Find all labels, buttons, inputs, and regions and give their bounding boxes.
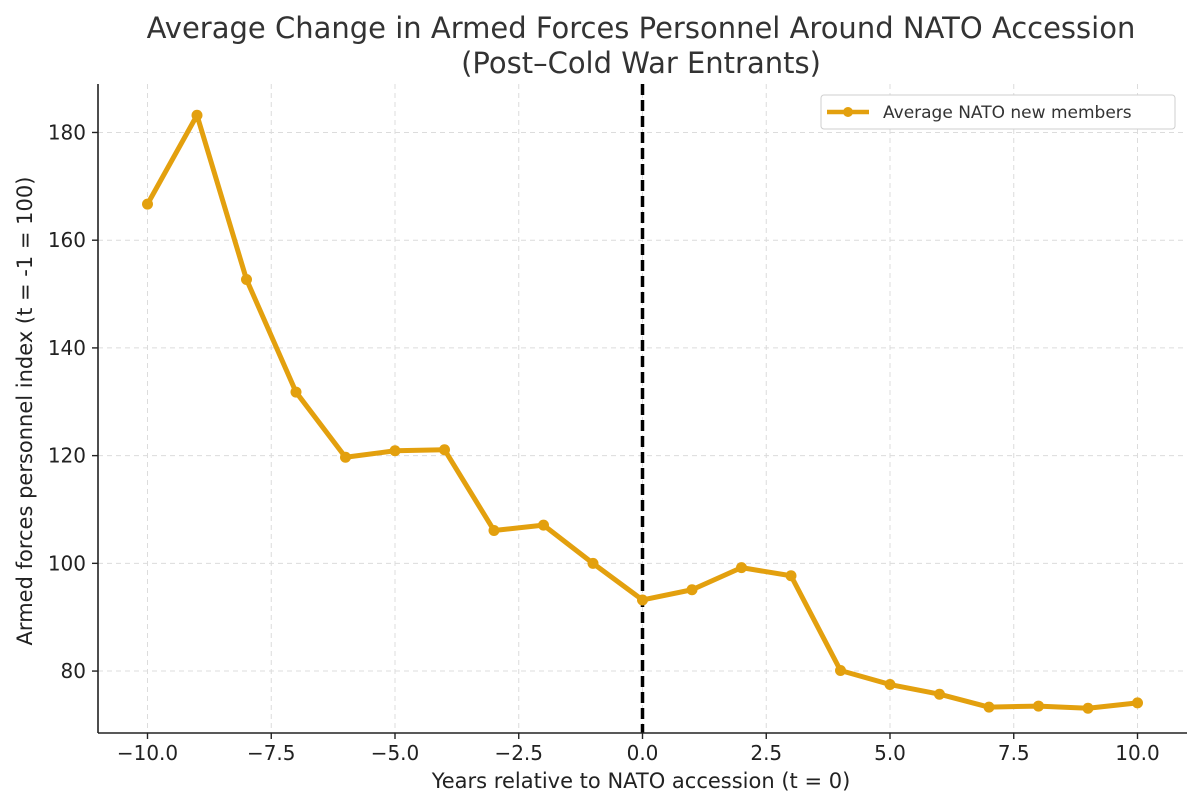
x-tick-label-6: 5.0: [874, 741, 906, 765]
data-point-0-11: [686, 584, 698, 596]
data-point-0-2: [241, 274, 252, 286]
chart-title-line1: Average Change in Armed Forces Personnel…: [147, 11, 1136, 45]
data-point-0-12: [736, 562, 747, 574]
data-point-0-4: [340, 451, 351, 463]
data-point-0-15: [884, 679, 896, 691]
legend-marker: [843, 107, 853, 117]
x-tick-label-7: 7.5: [998, 741, 1030, 765]
legend-label: Average NATO new members: [883, 103, 1132, 123]
x-tick-label-0: −10.0: [117, 741, 178, 765]
x-axis-label: Years relative to NATO accession (t = 0): [431, 769, 851, 793]
legend-frame: [820, 94, 1176, 130]
x-tick-label-8: 10.0: [1115, 741, 1160, 765]
data-point-0-8: [538, 519, 549, 531]
data-point-0-10: [637, 594, 648, 606]
x-tick-label-4: 0.0: [627, 741, 659, 765]
data-point-0-5: [389, 445, 401, 457]
data-point-0-1: [191, 109, 203, 121]
x-tick-label-1: −7.5: [247, 741, 296, 765]
y-tick-label-3: 140: [48, 336, 86, 360]
legend: Average NATO new members: [820, 94, 1176, 130]
x-tick-label-3: −2.5: [494, 741, 543, 765]
y-tick-label-1: 100: [48, 551, 86, 575]
data-point-0-13: [785, 570, 797, 582]
y-tick-label-2: 120: [48, 444, 86, 468]
data-point-0-3: [290, 386, 302, 398]
data-point-0-19: [1082, 702, 1094, 714]
y-tick-label-4: 160: [48, 228, 86, 252]
data-point-0-17: [983, 701, 995, 713]
series-layer: [142, 109, 1143, 714]
data-point-0-9: [587, 557, 599, 569]
x-tick-label-5: 2.5: [750, 741, 782, 765]
data-point-0-16: [934, 688, 945, 700]
y-tick-label-0: 80: [61, 659, 86, 683]
x-tick-label-2: −5.0: [371, 741, 420, 765]
data-point-0-20: [1132, 697, 1143, 709]
data-point-0-18: [1033, 700, 1044, 712]
data-point-0-0: [142, 198, 153, 210]
ticks: −10.0 −7.5 −5.0 −2.5 0.0 2.5 5.0 7.5 10.0 80 100 12…: [48, 120, 1160, 765]
y-tick-label-5: 180: [48, 120, 86, 144]
data-point-0-7: [488, 524, 500, 536]
y-axis-label: Armed forces personnel index (t = -1 = 1…: [13, 177, 37, 646]
data-point-0-14: [835, 665, 846, 677]
data-point-0-6: [439, 444, 450, 456]
chart-title-line2: (Post–Cold War Entrants): [461, 46, 821, 80]
